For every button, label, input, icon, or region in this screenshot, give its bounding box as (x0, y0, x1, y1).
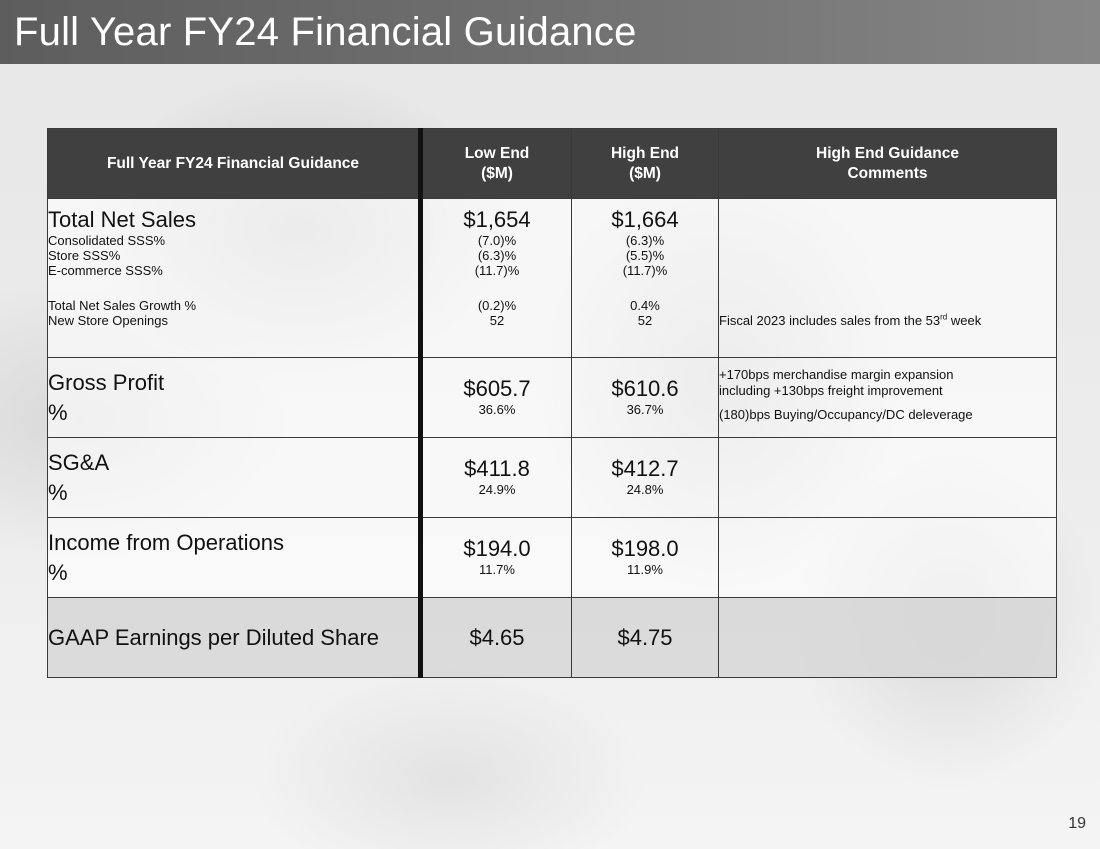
ecommerce-sss-high: (11.7)% (622, 263, 668, 278)
net-sales-growth-high: 0.4% (630, 298, 660, 313)
header-comments-line1: High End Guidance (816, 144, 959, 162)
gross-profit-pct-label: % (48, 400, 68, 425)
income-ops-low-cell: $194.0 11.7% (418, 517, 572, 598)
gross-profit-comment-cell: +170bps merchandise margin expansion inc… (718, 357, 1057, 438)
title-bar: Full Year FY24 Financial Guidance (0, 0, 1100, 64)
sga-low: $411.8 (464, 456, 530, 481)
eps-high-cell: $4.75 (571, 597, 719, 678)
table-row-eps: GAAP Earnings per Diluted Share $4.65 $4… (47, 597, 1057, 678)
gross-profit-comment-1: +170bps merchandise margin expansion (719, 367, 954, 382)
consolidated-sss-low: (7.0)% (477, 233, 517, 248)
net-sales-low: $1,654 (463, 207, 531, 232)
income-ops-high-cell: $198.0 11.9% (571, 517, 719, 598)
store-sss-label: Store SSS% (48, 248, 121, 263)
header-high-line1: High End (610, 144, 680, 162)
net-sales-growth-low: (0.2)% (477, 298, 517, 313)
store-sss-low: (6.3)% (477, 248, 517, 263)
sga-label: SG&A (48, 450, 110, 475)
slide-title: Full Year FY24 Financial Guidance (14, 10, 637, 54)
gross-profit-low-pct: 36.6% (478, 402, 516, 417)
new-store-openings-low: 52 (489, 313, 505, 328)
header-high-line2: ($M) (629, 164, 661, 182)
income-ops-pct-label: % (48, 560, 68, 585)
income-ops-label: Income from Operations (48, 530, 284, 555)
sga-label-cell: SG&A % (47, 437, 421, 518)
table-row-income-ops: Income from Operations % $194.0 11.7% $1… (47, 517, 1057, 598)
sga-high: $412.7 (611, 456, 679, 481)
header-metric: Full Year FY24 Financial Guidance (47, 128, 421, 199)
sga-pct-label: % (48, 480, 68, 505)
guidance-table: Full Year FY24 Financial Guidance Low En… (47, 128, 1057, 678)
table-row-net-sales: Total Net Sales Consolidated SSS% Store … (47, 198, 1057, 358)
sga-high-cell: $412.7 24.8% (571, 437, 719, 518)
table-row-gross-profit: Gross Profit % $605.7 36.6% $610.6 36.7%… (47, 357, 1057, 438)
new-store-openings-high: 52 (637, 313, 653, 328)
eps-low-cell: $4.65 (418, 597, 572, 678)
header-comments: High End Guidance Comments (718, 128, 1057, 199)
net-sales-label: Total Net Sales (48, 207, 196, 232)
new-store-openings-label: New Store Openings (48, 313, 168, 328)
consolidated-sss-label: Consolidated SSS% (48, 233, 166, 248)
income-ops-high: $198.0 (611, 536, 679, 561)
header-low-line2: ($M) (481, 164, 513, 182)
gross-profit-comment-3: (180)bps Buying/Occupancy/DC deleverage (719, 407, 973, 422)
gross-profit-high-cell: $610.6 36.7% (571, 357, 719, 438)
header-comments-line2: Comments (847, 164, 928, 182)
sga-low-cell: $411.8 24.9% (418, 437, 572, 518)
net-sales-label-cell: Total Net Sales Consolidated SSS% Store … (47, 198, 421, 358)
income-ops-low: $194.0 (463, 536, 531, 561)
gross-profit-comment-2: including +130bps freight improvement (719, 383, 943, 398)
income-ops-comment-cell (718, 517, 1057, 598)
income-ops-high-pct: 11.9% (627, 562, 663, 577)
eps-label: GAAP Earnings per Diluted Share (48, 624, 379, 650)
store-sss-high: (5.5)% (625, 248, 665, 263)
net-sales-high: $1,664 (611, 207, 679, 232)
eps-low: $4.65 (469, 624, 525, 650)
eps-comment-cell (718, 597, 1057, 678)
net-sales-comment-cell: Fiscal 2023 includes sales from the 53rd… (718, 198, 1057, 358)
header-high-end: High End ($M) (571, 128, 719, 199)
income-ops-label-cell: Income from Operations % (47, 517, 421, 598)
ecommerce-sss-label: E-commerce SSS% (48, 263, 163, 278)
gross-profit-high-pct: 36.7% (626, 402, 664, 417)
sga-comment-cell (718, 437, 1057, 518)
gross-profit-high: $610.6 (611, 376, 679, 401)
header-low-line1: Low End (464, 144, 530, 162)
eps-high: $4.75 (617, 624, 673, 650)
sga-low-pct: 24.9% (478, 482, 516, 497)
net-sales-high-cell: $1,664 (6.3)% (5.5)% (11.7)% 0.4% 52 (571, 198, 719, 358)
net-sales-low-cell: $1,654 (7.0)% (6.3)% (11.7)% (0.2)% 52 (418, 198, 572, 358)
gross-profit-label: Gross Profit (48, 370, 165, 395)
page-number: 19 (1068, 815, 1086, 832)
sga-high-pct: 24.8% (626, 482, 664, 497)
table-header-row: Full Year FY24 Financial Guidance Low En… (47, 128, 1057, 199)
gross-profit-low-cell: $605.7 36.6% (418, 357, 572, 438)
net-sales-comment: Fiscal 2023 includes sales from the 53rd… (719, 312, 982, 328)
gross-profit-low: $605.7 (463, 376, 531, 401)
consolidated-sss-high: (6.3)% (625, 233, 665, 248)
income-ops-low-pct: 11.7% (479, 562, 515, 577)
header-low-end: Low End ($M) (418, 128, 572, 199)
table-row-sga: SG&A % $411.8 24.9% $412.7 24.8% (47, 437, 1057, 518)
gross-profit-label-cell: Gross Profit % (47, 357, 421, 438)
ecommerce-sss-low: (11.7)% (474, 263, 520, 278)
net-sales-growth-label: Total Net Sales Growth % (48, 298, 197, 313)
eps-label-cell: GAAP Earnings per Diluted Share (47, 597, 421, 678)
